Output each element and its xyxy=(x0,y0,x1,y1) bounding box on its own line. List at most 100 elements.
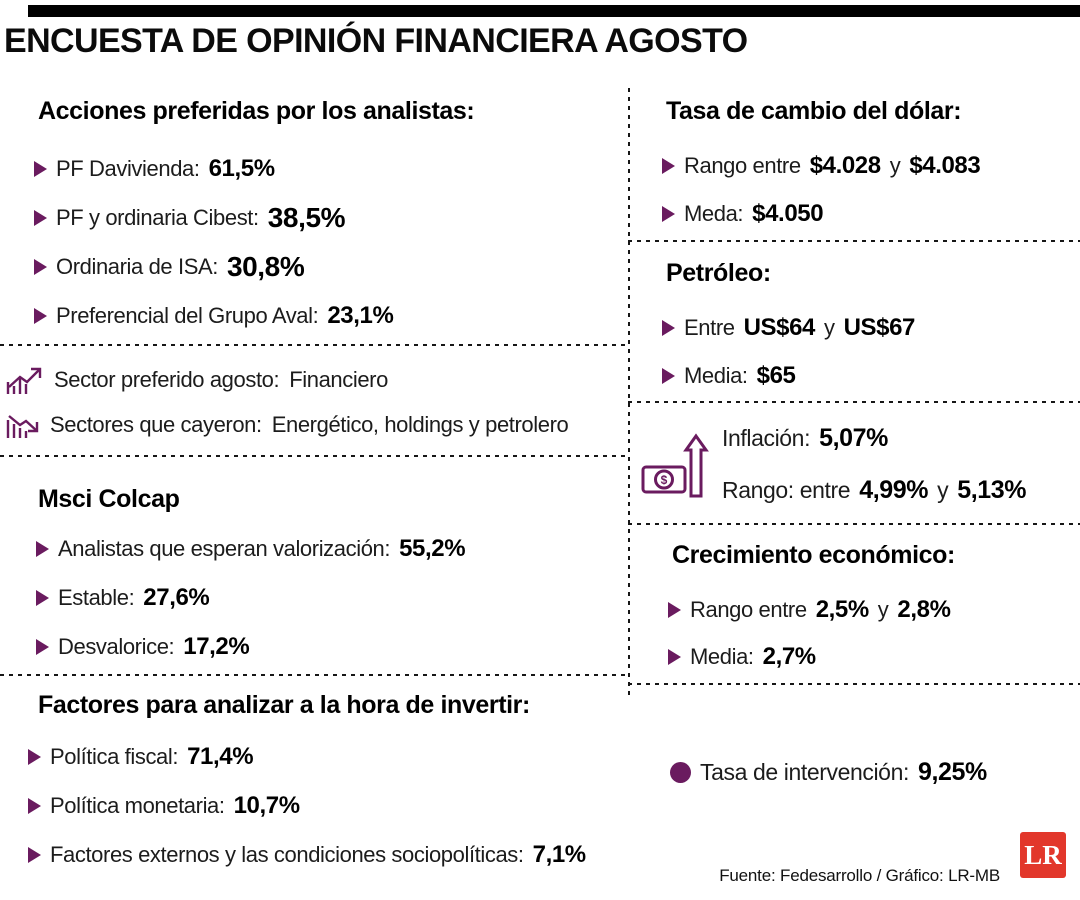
stat-value: 71,4% xyxy=(187,742,254,770)
divider-horizontal xyxy=(0,674,628,676)
bullet-triangle-icon xyxy=(34,307,47,324)
stat-label: Entre xyxy=(684,315,735,340)
bullet-triangle-icon xyxy=(668,648,681,665)
stat-item: Analistas que esperan valorización: 55,2… xyxy=(0,524,628,573)
section-petroleo: Petróleo: Entre US$64 y US$67 Media: $65 xyxy=(628,258,1080,400)
section-inflacion: $ Inflación: 5,07% Rango: entre 4,99% y … xyxy=(640,412,1080,516)
lr-logo: LR xyxy=(1020,832,1066,878)
stat-label: Media: xyxy=(690,643,754,669)
stat-label: y xyxy=(889,153,901,178)
bullet-triangle-icon xyxy=(662,320,675,336)
bullet-triangle-icon xyxy=(28,748,41,765)
divider-horizontal xyxy=(628,240,1080,242)
stat-list: Rango entre 2,5% y 2,8% Media: 2,7% xyxy=(628,586,1080,680)
stat-value: 10,7% xyxy=(233,791,300,819)
bullet-triangle-icon xyxy=(36,638,49,655)
section-msci: Msci Colcap Analistas que esperan valori… xyxy=(0,484,628,671)
stat-value: $4.083 xyxy=(909,152,981,179)
section-crecimiento: Crecimiento económico: Rango entre 2,5% … xyxy=(628,540,1080,680)
stat-value: 38,5% xyxy=(267,201,346,233)
chart-up-icon xyxy=(6,364,44,396)
stat-value: US$64 xyxy=(743,314,816,341)
bullet-triangle-icon xyxy=(662,206,675,222)
stat-list: Política fiscal: 71,4% Política monetari… xyxy=(0,732,628,879)
stat-label: Política monetaria: xyxy=(50,792,225,818)
stat-value: $4.028 xyxy=(809,152,881,179)
stat-item: Media: 2,7% xyxy=(628,633,1080,680)
stat-list: Rango entre $4.028 y $4.083 Meda: $4.050 xyxy=(628,142,1080,238)
section-heading: Factores para analizar a la hora de inve… xyxy=(38,691,530,719)
money-inflation-icon: $ xyxy=(640,422,712,506)
bullet-triangle-icon xyxy=(28,797,41,814)
stat-item: Meda: $4.050 xyxy=(628,190,1080,238)
stat-item: Media: $65 xyxy=(628,352,1080,400)
stat-value: 17,2% xyxy=(183,632,250,660)
section-intervencion: Tasa de intervención: 9,25% xyxy=(628,748,1080,796)
bullet-circle-icon xyxy=(670,761,691,783)
divider-horizontal xyxy=(0,455,628,457)
stat-item: Entre US$64 y US$67 xyxy=(628,304,1080,352)
stat-value: 2,7% xyxy=(762,642,817,670)
stat-value: 4,99% xyxy=(859,475,929,504)
stat-item: Política monetaria: 10,7% xyxy=(0,781,628,830)
stat-label: y xyxy=(877,596,889,622)
stat-value: 9,25% xyxy=(917,757,987,786)
stat-list: PF Davivienda: 61,5% PF y ordinaria Cibe… xyxy=(0,144,628,340)
bullet-triangle-icon xyxy=(662,158,675,174)
stat-item: Estable: 27,6% xyxy=(0,573,628,622)
section-heading: Msci Colcap xyxy=(38,485,180,513)
stat-label: Sectores que cayeron: xyxy=(50,411,262,437)
column-divider xyxy=(628,88,630,697)
stat-label: Estable: xyxy=(58,584,135,610)
stat-value: 30,8% xyxy=(226,250,305,282)
stat-label: PF Davivienda: xyxy=(56,155,200,181)
stat-item: Rango: entre 4,99% y 5,13% xyxy=(722,464,1026,516)
section-heading: Petróleo: xyxy=(666,259,771,287)
stat-value: $4.050 xyxy=(752,200,824,227)
stat-item: Política fiscal: 71,4% xyxy=(0,732,628,781)
section-acciones: Acciones preferidas por los analistas: P… xyxy=(0,96,628,340)
stat-label: Desvalorice: xyxy=(58,633,175,659)
stat-value: 5,07% xyxy=(819,423,888,452)
stat-value: 7,1% xyxy=(532,840,587,868)
section-sectores: Sector preferido agosto: Financiero Sect… xyxy=(0,357,628,447)
stat-value: 61,5% xyxy=(208,154,275,182)
bullet-triangle-icon xyxy=(28,846,41,863)
bullet-triangle-icon xyxy=(36,540,49,557)
stat-label: y xyxy=(823,315,835,340)
divider-horizontal xyxy=(628,401,1080,403)
stat-item: Factores externos y las condiciones soci… xyxy=(0,830,628,879)
top-bar xyxy=(28,5,1080,17)
stat-label: Tasa de intervención: xyxy=(700,758,909,785)
bullet-triangle-icon xyxy=(662,368,675,384)
sectores-cayeron-item: Sectores que cayeron: Energético, holdin… xyxy=(0,402,628,447)
stat-item: Ordinaria de ISA: 30,8% xyxy=(0,242,628,291)
bullet-triangle-icon xyxy=(34,160,47,177)
stat-value: 2,5% xyxy=(815,595,870,623)
stat-item: Tasa de intervención: 9,25% xyxy=(628,748,1080,796)
bullet-triangle-icon xyxy=(36,589,49,606)
svg-text:$: $ xyxy=(661,473,668,487)
stat-list: Inflación: 5,07% Rango: entre 4,99% y 5,… xyxy=(722,412,1026,516)
divider-horizontal xyxy=(628,683,1080,685)
stat-item: Desvalorice: 17,2% xyxy=(0,622,628,671)
divider-horizontal xyxy=(628,523,1080,525)
stat-label: Preferencial del Grupo Aval: xyxy=(56,302,319,328)
sector-preferido-item: Sector preferido agosto: Financiero xyxy=(0,357,628,402)
divider-horizontal xyxy=(0,344,628,346)
section-factores: Factores para analizar a la hora de inve… xyxy=(0,690,628,879)
section-dolar: Tasa de cambio del dólar: Rango entre $4… xyxy=(628,96,1080,238)
stat-item: PF y ordinaria Cibest: 38,5% xyxy=(0,193,628,242)
stat-label: Inflación: xyxy=(722,424,811,451)
stat-label: y xyxy=(937,476,949,503)
bullet-triangle-icon xyxy=(34,209,47,226)
stat-label: Factores externos y las condiciones soci… xyxy=(50,841,524,867)
section-heading: Tasa de cambio del dólar: xyxy=(666,97,962,125)
stat-value: 23,1% xyxy=(327,301,394,329)
stat-label: Rango entre xyxy=(684,153,801,178)
stat-value: 5,13% xyxy=(957,475,1027,504)
stat-label: Ordinaria de ISA: xyxy=(56,253,218,279)
page-title: ENCUESTA DE OPINIÓN FINANCIERA AGOSTO xyxy=(4,22,748,60)
stat-item: PF Davivienda: 61,5% xyxy=(0,144,628,193)
